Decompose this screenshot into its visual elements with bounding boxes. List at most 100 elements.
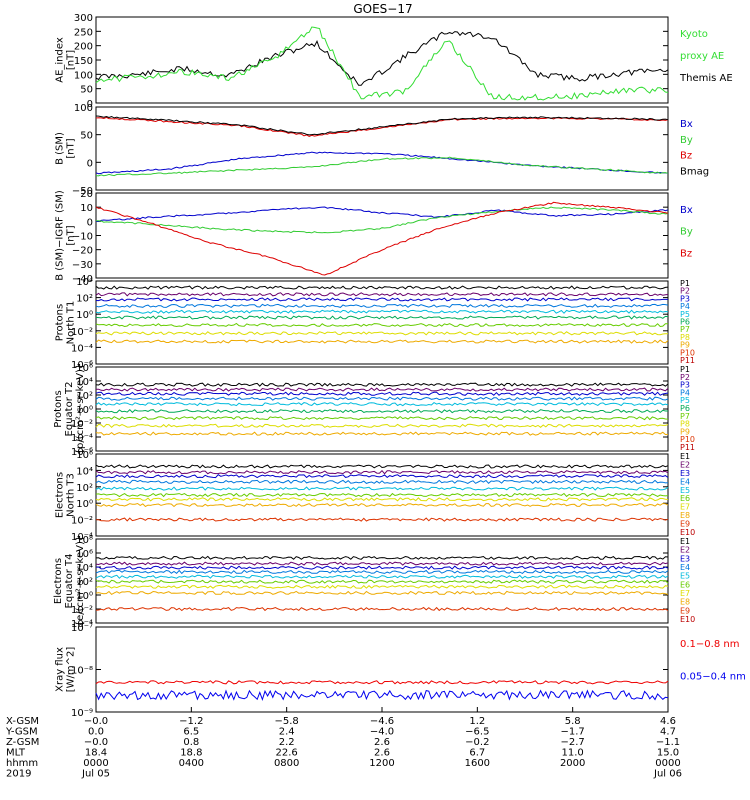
legend-entry: E4 (680, 477, 690, 486)
y-axis-label: Electrons (55, 472, 66, 518)
legend-entry: Kyoto (680, 29, 708, 40)
panel-frame (95, 626, 669, 713)
y-tick-label: 10⁴ (76, 277, 93, 288)
footer-row-label: X-GSM (6, 716, 39, 727)
series-line (95, 486, 669, 491)
series-line (95, 474, 669, 479)
footer-value: 2.6 (374, 748, 390, 759)
legend-entry: P7 (680, 325, 690, 334)
legend-entry: E5 (680, 486, 690, 495)
y-tick-label: 10⁻² (71, 516, 93, 527)
panel-bsm: 100 50 0 −50 B (SM) [nT] Bx By Bz Bmag (55, 103, 710, 197)
legend-entry: Bx (680, 119, 693, 130)
legend-entry: E8 (680, 598, 690, 607)
footer-value: −1.2 (179, 716, 203, 727)
y-axis-label: [nT] (66, 225, 77, 245)
y-tick-label: 10⁻⁷ (71, 623, 93, 634)
series-line (95, 401, 669, 407)
y-tick-label: 10⁴ (76, 563, 93, 574)
y-tick-label: 10⁻⁹ (71, 708, 93, 719)
legend-entry: P6 (680, 318, 690, 327)
legend-entry: Themis AE (679, 73, 733, 84)
footer-value: −4.0 (370, 727, 394, 738)
footer-value: 0000 (83, 758, 108, 769)
panel-pe: 10⁶ 10⁴ 10² 10⁰ 10⁻² 10⁻⁴ 10⁻⁶ Protons Equator T… (53, 363, 695, 458)
legend-entry: E4 (680, 563, 690, 572)
legend-entry: P10 (680, 348, 695, 357)
y-axis-label: Xray flux (55, 647, 66, 692)
y-tick-label: 300 (74, 13, 93, 24)
y-tick-label: 100 (74, 103, 93, 114)
y-axis-label: [e/(cm²-s-sr-keV)] (75, 537, 86, 625)
footer-row-label: MLT (6, 748, 26, 759)
y-tick-label: 0 (87, 158, 93, 169)
series-line (95, 206, 669, 234)
y-tick-label: 50 (80, 131, 93, 142)
y-tick-label: 10⁻² (71, 419, 93, 430)
series-line (95, 116, 669, 137)
legend-entry: E2 (680, 546, 690, 555)
y-tick-label: 10² (76, 391, 93, 402)
legend-entry: P10 (680, 435, 695, 444)
series-line (95, 26, 669, 101)
legend-entry: E7 (680, 589, 690, 598)
series-line (95, 497, 669, 502)
footer-value: 1200 (369, 758, 394, 769)
footer-value: −4.6 (370, 716, 394, 727)
y-tick-label: 10⁶ (76, 549, 93, 560)
figure-title: GOES−17 (353, 2, 412, 16)
series-line (95, 292, 669, 297)
y-tick-label: 0 (87, 99, 93, 110)
series-line (95, 115, 669, 136)
footer-value: 6.5 (183, 727, 199, 738)
legend-entry: E7 (680, 503, 690, 512)
series-line (95, 339, 669, 344)
series-line (95, 569, 669, 575)
y-axis-label: AE_index (55, 37, 66, 83)
y-tick-label: −40 (72, 274, 93, 285)
series-line (95, 423, 669, 428)
y-tick-label: 10⁻⁴ (71, 433, 93, 444)
y-axis-label: Electrons (53, 558, 64, 604)
series-line (95, 584, 669, 589)
y-tick-label: 10⁶ (76, 363, 93, 374)
legend-entry: proxy AE (680, 51, 724, 62)
y-tick-label: 10⁻⁴ (71, 619, 93, 630)
y-tick-label: 10⁰ (76, 405, 93, 416)
footer-value: −0.0 (84, 737, 108, 748)
panel-frame (95, 366, 669, 452)
y-tick-label: 200 (74, 42, 93, 53)
series-line (95, 201, 669, 276)
y-tick-label: 50 (80, 85, 93, 96)
legend-entry: P3 (680, 381, 690, 390)
y-axis-label: Equator T2 (64, 382, 75, 437)
legend-entry: P9 (680, 341, 690, 350)
legend-entry: P6 (680, 404, 690, 413)
footer-value: 0.0 (88, 727, 104, 738)
y-tick-label: 10⁻⁴ (71, 532, 93, 543)
footer-value: −6.5 (465, 727, 489, 738)
series-line (95, 391, 669, 396)
legend-entry: 0.05−0.4 nm (680, 672, 746, 683)
series-line (95, 315, 669, 320)
footer-row-label: Z-GSM (6, 737, 39, 748)
legend-entry: P1 (680, 365, 690, 374)
footer-row-label: hhmm (6, 758, 38, 769)
y-axis-label: Protons (53, 390, 64, 427)
footer-row-label: 2019 (6, 769, 31, 780)
footer-value: 11.0 (562, 748, 584, 759)
legend-entry: E5 (680, 572, 690, 581)
footer-value: 0400 (179, 758, 204, 769)
series-line (95, 469, 669, 475)
legend-entry: 0.1−0.8 nm (680, 639, 739, 650)
legend-entry: P1 (680, 279, 690, 288)
series-line (95, 680, 669, 685)
footer-value: 0800 (274, 758, 299, 769)
legend-entry: P8 (680, 333, 690, 342)
legend-entry: E1 (680, 452, 690, 461)
legend-entry: E1 (680, 537, 690, 546)
series-line (95, 464, 669, 469)
panel-frame (95, 106, 669, 191)
panel-frame (95, 192, 669, 279)
legend-entry: P11 (680, 356, 695, 365)
